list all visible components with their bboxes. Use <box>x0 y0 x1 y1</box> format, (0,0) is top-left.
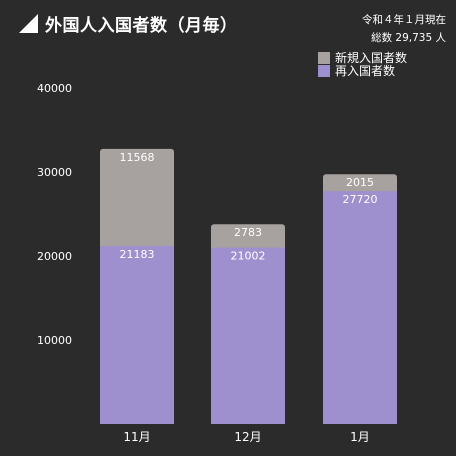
data-label-new-entrants: 2783 <box>234 226 262 239</box>
bar-segment-reentrants <box>323 191 397 424</box>
bar-segment-new-entrants <box>211 224 285 252</box>
x-category-label: 11月 <box>123 430 150 444</box>
bar-segment-reentrants <box>100 246 174 424</box>
legend-swatch-reentrants <box>318 64 330 77</box>
chart-title: 外国人入国者数（月毎） <box>45 16 238 36</box>
y-tick-label: 40000 <box>37 82 72 95</box>
data-label-reentrants: 27720 <box>343 193 378 206</box>
x-category-label: 1月 <box>350 430 370 444</box>
y-tick-label: 30000 <box>37 166 72 179</box>
note-total: 総数 29,735 人 <box>371 32 446 44</box>
data-label-new-entrants: 2015 <box>346 176 374 189</box>
data-label-reentrants: 21183 <box>120 248 155 261</box>
x-category-label: 12月 <box>234 430 261 444</box>
data-label-new-entrants: 11568 <box>120 151 155 164</box>
data-label-reentrants: 21002 <box>231 250 266 263</box>
bar-segment-reentrants <box>211 247 285 424</box>
bar-segment-new-entrants <box>323 174 397 196</box>
bar-segment-new-entrants <box>100 148 174 251</box>
legend-item-new-entrants: 新規入国者数 <box>318 51 408 65</box>
title-triangle-icon <box>19 14 38 33</box>
legend-item-reentrants: 再入国者数 <box>318 64 407 78</box>
legend-label-reentrants: 再入国者数 <box>335 64 396 78</box>
y-tick-label: 20000 <box>37 250 72 263</box>
note-as-of: 令和４年１月現在 <box>362 14 446 26</box>
legend: 新規入国者数 再入国者数 <box>318 51 408 78</box>
legend-swatch-new-entrants <box>318 51 330 64</box>
y-tick-label: 10000 <box>37 334 72 347</box>
legend-label-new-entrants: 新規入国者数 <box>335 51 408 65</box>
